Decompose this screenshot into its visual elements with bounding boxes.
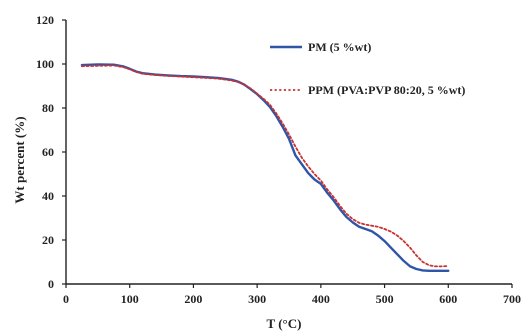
y-tick-label: 0 xyxy=(48,277,54,291)
series-line-2 xyxy=(81,64,450,268)
series-group xyxy=(80,63,450,272)
y-axis-title: Wt percent (%) xyxy=(12,116,27,203)
x-tick-label: 0 xyxy=(63,292,69,306)
x-tick-label: 500 xyxy=(376,292,394,306)
x-tick-label: 300 xyxy=(248,292,266,306)
x-axis-title: T (°C) xyxy=(267,316,302,331)
tick-group: 0 100 200 300 400 500 600 700 0 20 40 60 80 100 120 xyxy=(36,13,521,306)
x-tick-label: 600 xyxy=(439,292,457,306)
legend: PM (5 %wt) PPM (PVA:PVP 80:20, 5 %wt) xyxy=(270,40,465,97)
x-tick-label: 100 xyxy=(121,292,139,306)
y-tick-label: 60 xyxy=(42,145,54,159)
y-tick-label: 20 xyxy=(42,233,54,247)
y-tick-label: 40 xyxy=(42,189,54,203)
legend-label-1: PM (5 %wt) xyxy=(308,40,371,54)
x-tick-label: 200 xyxy=(184,292,202,306)
axes xyxy=(65,20,512,285)
y-tick-label: 100 xyxy=(36,57,54,71)
y-tick-label: 120 xyxy=(36,13,54,27)
legend-label-2: PPM (PVA:PVP 80:20, 5 %wt) xyxy=(308,83,465,97)
y-tick-label: 80 xyxy=(42,101,54,115)
x-tick-label: 400 xyxy=(312,292,330,306)
x-tick-label: 700 xyxy=(503,292,521,306)
